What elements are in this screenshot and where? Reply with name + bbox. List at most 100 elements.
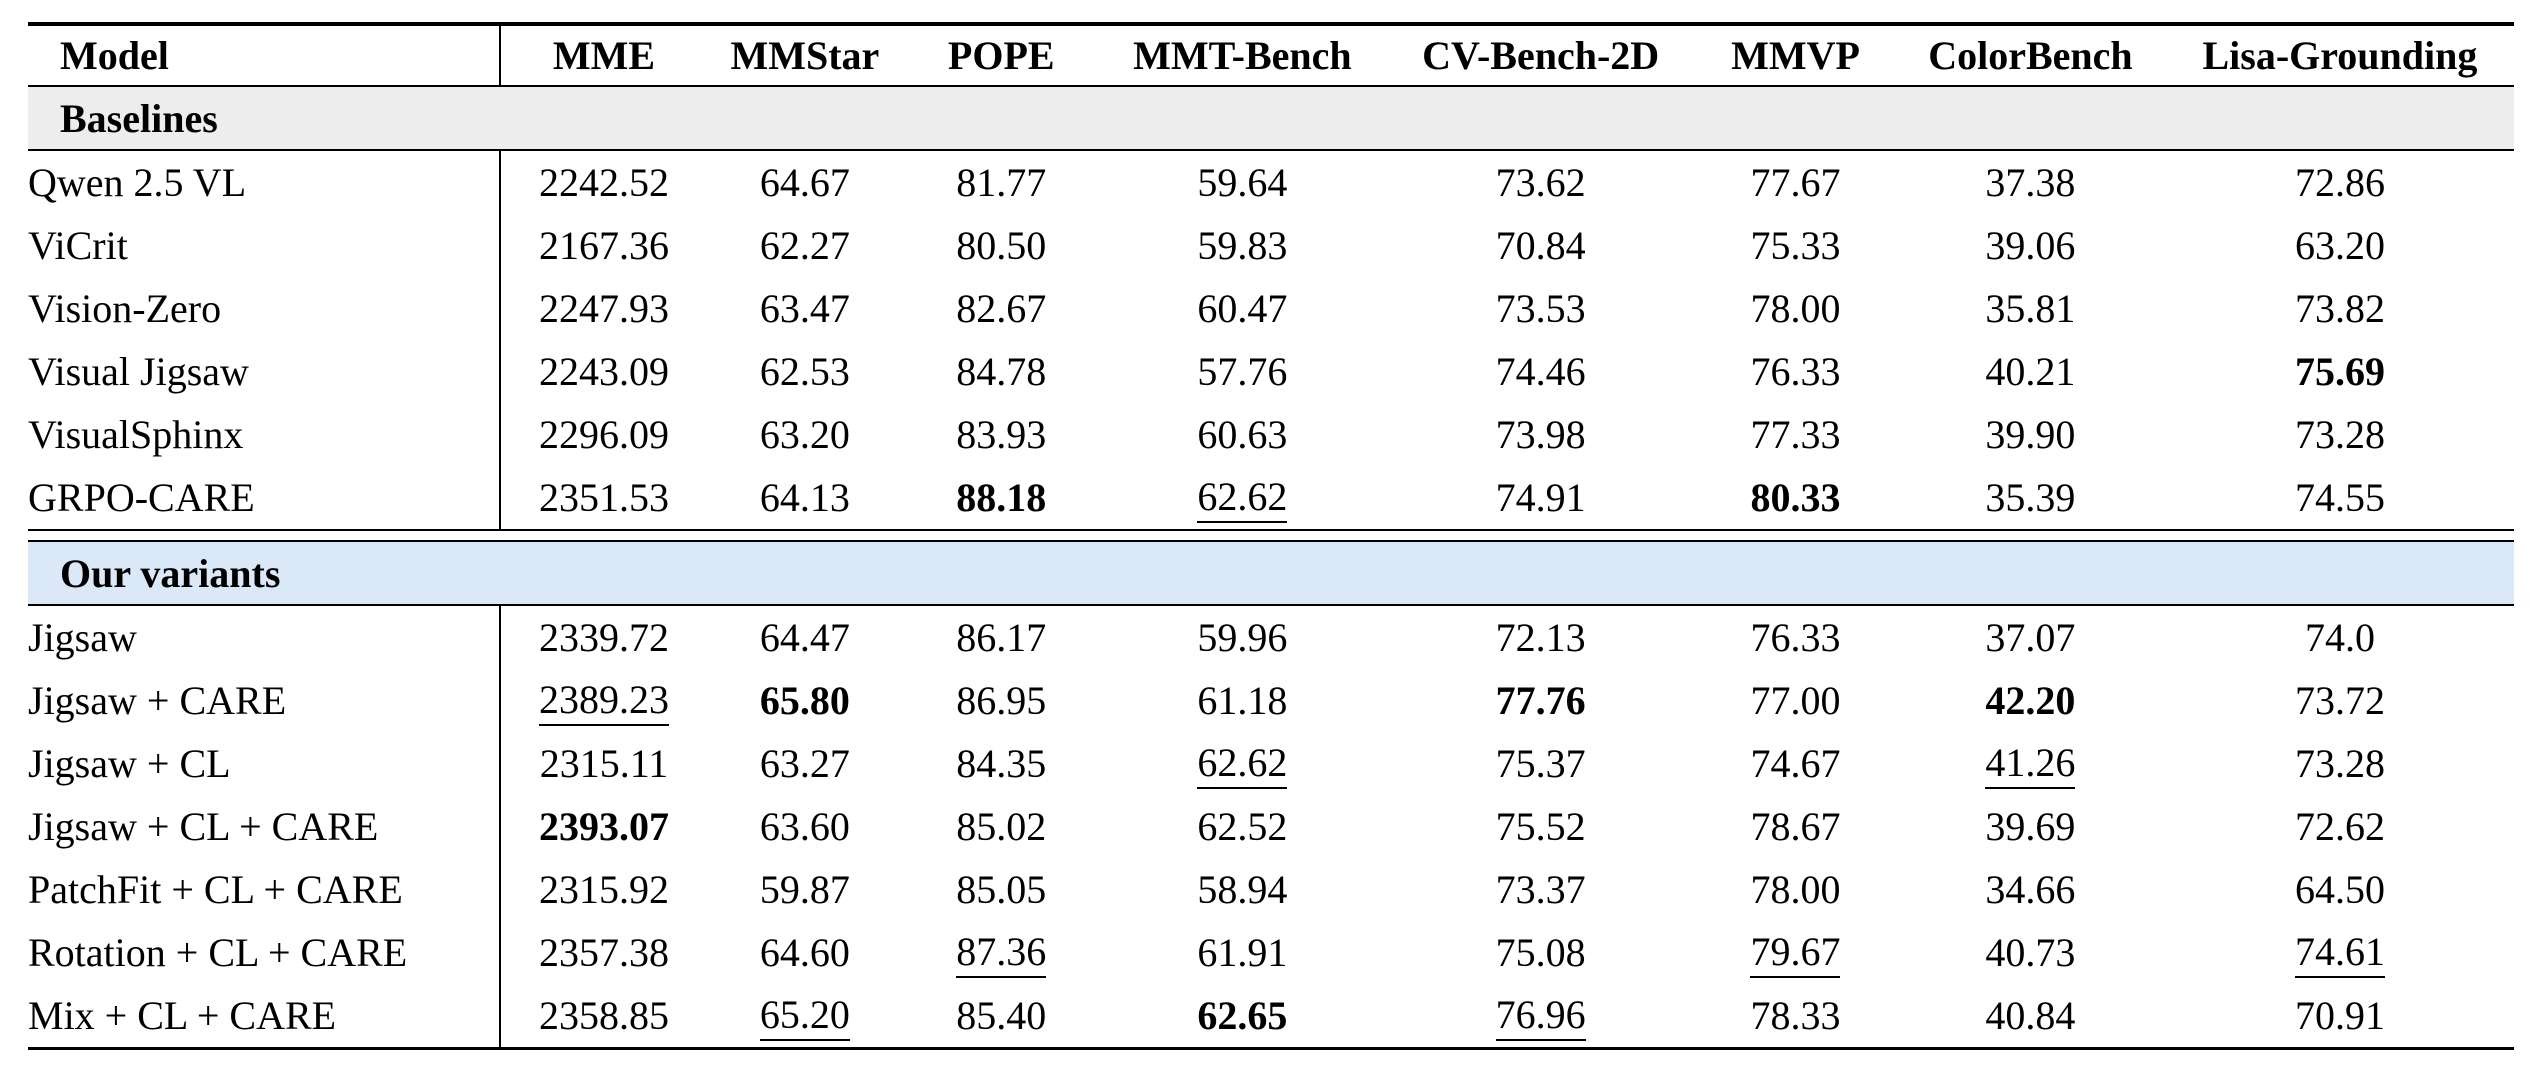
metric-value: 78.00 xyxy=(1750,286,1841,331)
metric-value: 42.20 xyxy=(1985,678,2076,723)
metric-value: 73.28 xyxy=(2294,412,2385,457)
metric-value: 79.67 xyxy=(1750,930,1841,978)
metric-value: 70.91 xyxy=(2294,993,2385,1038)
metric-value: 72.13 xyxy=(1495,615,1586,660)
metric-cell: 59.96 xyxy=(1099,605,1385,669)
metric-value: 78.33 xyxy=(1750,993,1841,1038)
metric-cell: 73.37 xyxy=(1385,858,1696,921)
metric-value: 73.82 xyxy=(2294,286,2385,331)
metric-value: 63.20 xyxy=(2294,223,2385,268)
metric-cell: 62.53 xyxy=(707,340,903,403)
metric-cell: 73.28 xyxy=(2166,732,2514,795)
metric-value: 59.64 xyxy=(1197,160,1288,205)
metric-value: 87.36 xyxy=(956,930,1047,978)
metric-cell: 40.73 xyxy=(1895,921,2166,984)
metric-value: 84.35 xyxy=(956,741,1047,786)
metric-value: 74.67 xyxy=(1750,741,1841,786)
table-header: Model MME MMStar POPE MMT-Bench CV-Bench-2D MM… xyxy=(28,24,2514,87)
results-table: Model MME MMStar POPE MMT-Bench CV-Bench-2D MM… xyxy=(28,22,2514,1050)
metric-value: 64.60 xyxy=(759,930,850,975)
metric-value: 75.37 xyxy=(1495,741,1586,786)
metric-cell: 86.17 xyxy=(903,605,1099,669)
metric-cell: 85.02 xyxy=(903,795,1099,858)
metric-cell: 63.27 xyxy=(707,732,903,795)
metric-value: 2296.09 xyxy=(538,412,669,457)
table-row: Jigsaw + CARE 2389.23 65.80 86.95 61.18 77.76… xyxy=(28,669,2514,732)
metric-value: 63.60 xyxy=(759,804,850,849)
metric-cell: 42.20 xyxy=(1895,669,2166,732)
metric-value: 77.76 xyxy=(1495,678,1586,723)
section-row-baselines: Baselines xyxy=(28,86,2514,151)
metric-cell: 39.69 xyxy=(1895,795,2166,858)
section-header-our-variants: Our variants xyxy=(28,541,2514,606)
metric-cell: 77.76 xyxy=(1385,669,1696,732)
metric-value: 85.05 xyxy=(956,867,1047,912)
metric-value: 35.81 xyxy=(1985,286,2076,331)
metric-cell: 73.53 xyxy=(1385,277,1696,340)
metric-value: 80.33 xyxy=(1750,475,1841,520)
metric-cell: 75.08 xyxy=(1385,921,1696,984)
metric-cell: 64.13 xyxy=(706,466,904,531)
metric-value: 78.00 xyxy=(1750,867,1841,912)
table-row: Mix + CL + CARE 2358.85 65.20 85.40 62.65 76.… xyxy=(28,984,2514,1049)
table-body: Baselines Qwen 2.5 VL 2242.52 64.67 81.77 59.… xyxy=(28,86,2514,1049)
metric-cell: 62.65 xyxy=(1099,984,1385,1049)
metric-cell: 80.33 xyxy=(1696,466,1895,531)
benchmark-results-table: Model MME MMStar POPE MMT-Bench CV-Bench-2D MM… xyxy=(28,22,2514,1050)
metric-cell: 75.37 xyxy=(1385,732,1696,795)
metric-cell: 57.76 xyxy=(1099,340,1385,403)
metric-value: 62.65 xyxy=(1197,993,1288,1038)
metric-cell: 84.35 xyxy=(903,732,1099,795)
metric-value: 2358.85 xyxy=(538,993,669,1038)
metric-value: 61.18 xyxy=(1197,678,1288,723)
header-row: Model MME MMStar POPE MMT-Bench CV-Bench-2D MM… xyxy=(28,24,2514,87)
model-name: Mix + CL + CARE xyxy=(28,984,502,1049)
column-header-pope: POPE xyxy=(903,24,1100,87)
metric-cell: 75.69 xyxy=(2166,340,2514,403)
metric-cell: 64.60 xyxy=(707,921,903,984)
metric-cell: 74.55 xyxy=(2165,466,2514,531)
metric-cell: 2315.92 xyxy=(500,858,706,921)
metric-cell: 62.52 xyxy=(1099,795,1385,858)
metric-cell: 85.05 xyxy=(903,858,1099,921)
metric-value: 63.47 xyxy=(759,286,850,331)
metric-cell: 78.67 xyxy=(1696,795,1895,858)
metric-cell: 78.33 xyxy=(1696,984,1895,1049)
metric-value: 64.67 xyxy=(759,160,850,205)
metric-value: 75.52 xyxy=(1495,804,1586,849)
metric-cell: 76.33 xyxy=(1696,605,1895,669)
metric-value: 73.98 xyxy=(1495,412,1586,457)
metric-cell: 2242.52 xyxy=(500,150,706,214)
metric-value: 2393.07 xyxy=(538,804,669,849)
metric-value: 76.33 xyxy=(1750,615,1841,660)
metric-cell: 2389.23 xyxy=(500,669,706,732)
metric-cell: 39.90 xyxy=(1895,403,2166,466)
metric-value: 75.08 xyxy=(1495,930,1586,975)
model-name: PatchFit + CL + CARE xyxy=(28,858,502,921)
metric-value: 65.20 xyxy=(759,993,850,1041)
metric-cell: 75.52 xyxy=(1385,795,1696,858)
metric-cell: 64.67 xyxy=(707,150,903,214)
metric-value: 76.96 xyxy=(1495,993,1586,1041)
metric-value: 62.53 xyxy=(759,349,850,394)
metric-cell: 77.33 xyxy=(1696,403,1895,466)
metric-value: 34.66 xyxy=(1985,867,2076,912)
metric-value: 64.50 xyxy=(2294,867,2385,912)
metric-value: 88.18 xyxy=(956,475,1047,520)
metric-value: 2315.11 xyxy=(539,741,669,786)
model-name: Visual Jigsaw xyxy=(28,340,502,403)
column-header-mme: MME xyxy=(500,24,707,87)
metric-cell: 60.63 xyxy=(1099,403,1385,466)
metric-cell: 81.77 xyxy=(903,150,1099,214)
metric-value: 85.40 xyxy=(956,993,1047,1038)
table-row: VisualSphinx 2296.09 63.20 83.93 60.63 73.98 7… xyxy=(28,403,2514,466)
metric-cell: 77.00 xyxy=(1696,669,1895,732)
table-row: ViCrit 2167.36 62.27 80.50 59.83 70.84 75.33 39… xyxy=(28,214,2514,277)
metric-cell: 40.84 xyxy=(1895,984,2166,1049)
metric-cell: 76.33 xyxy=(1696,340,1895,403)
metric-cell: 74.67 xyxy=(1696,732,1895,795)
column-header-lisa-grounding: Lisa-Grounding xyxy=(2165,24,2514,87)
metric-cell: 64.47 xyxy=(707,605,903,669)
model-name: Jigsaw + CL + CARE xyxy=(28,795,502,858)
metric-value: 70.84 xyxy=(1495,223,1586,268)
